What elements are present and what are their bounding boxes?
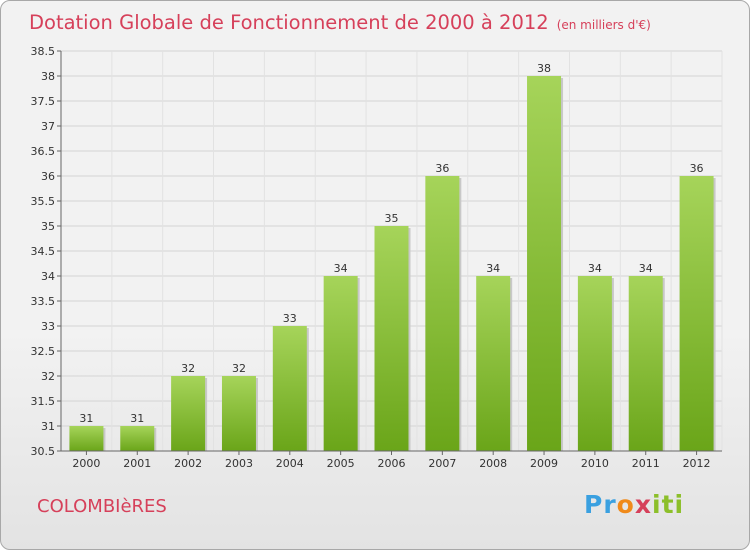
data-label: 36 (690, 162, 704, 175)
y-tick-label: 33.5 (31, 295, 56, 308)
bar (425, 176, 460, 451)
data-label: 35 (385, 212, 399, 225)
x-tick-label: 2007 (428, 457, 456, 470)
logo-letter: o (616, 490, 635, 519)
y-tick-label: 34.5 (31, 245, 56, 258)
data-label: 34 (486, 262, 500, 275)
y-tick-label: 32.5 (31, 345, 56, 358)
logo-letter: i (674, 490, 685, 519)
unit-label: (en milliers d'€) (556, 18, 651, 32)
bar (272, 326, 307, 451)
x-tick-label: 2003 (225, 457, 253, 470)
title-text: Dotation Globale de Fonctionnement de 20… (29, 11, 549, 34)
bar (679, 176, 714, 451)
y-tick-label: 37 (41, 120, 55, 133)
y-tick-label: 33 (41, 320, 55, 333)
logo-letter: P (584, 490, 604, 519)
y-tick-label: 35 (41, 220, 55, 233)
y-tick-label: 31 (41, 420, 55, 433)
logo-letter: t (661, 490, 675, 519)
y-tick-label: 32 (41, 370, 55, 383)
x-tick-label: 2005 (327, 457, 355, 470)
data-label: 31 (130, 412, 144, 425)
y-tick-label: 30.5 (31, 445, 56, 458)
x-tick-label: 2008 (479, 457, 507, 470)
bar (628, 276, 663, 451)
bar (171, 376, 206, 451)
y-tick-label: 36.5 (31, 145, 56, 158)
y-tick-label: 38 (41, 70, 55, 83)
proxiti-logo: Proxiti (584, 490, 684, 519)
place-name: COLOMBIèRES (37, 496, 167, 517)
logo-letter: i (652, 490, 662, 519)
y-tick-label: 36 (41, 170, 55, 183)
x-tick-label: 2006 (378, 457, 406, 470)
logo-letter: x (634, 490, 652, 519)
bar (69, 426, 104, 451)
data-label: 34 (334, 262, 348, 275)
data-label: 34 (588, 262, 602, 275)
data-label: 34 (639, 262, 653, 275)
bar (323, 276, 358, 451)
y-tick-label: 34 (41, 270, 55, 283)
data-label: 32 (181, 362, 195, 375)
bar (476, 276, 511, 451)
y-tick-label: 31.5 (31, 395, 56, 408)
x-tick-label: 2010 (581, 457, 609, 470)
bar (221, 376, 256, 451)
data-label: 31 (79, 412, 93, 425)
x-tick-label: 2001 (123, 457, 151, 470)
data-label: 36 (435, 162, 449, 175)
logo-letter: r (603, 490, 617, 519)
data-label: 33 (283, 312, 297, 325)
y-tick-label: 37.5 (31, 95, 56, 108)
x-tick-label: 2012 (683, 457, 711, 470)
data-label: 32 (232, 362, 246, 375)
x-tick-label: 2002 (174, 457, 202, 470)
data-label: 38 (537, 62, 551, 75)
y-tick-label: 38.5 (31, 45, 56, 58)
x-tick-label: 2000 (72, 457, 100, 470)
x-tick-label: 2004 (276, 457, 304, 470)
bar (577, 276, 612, 451)
y-tick-label: 35.5 (31, 195, 56, 208)
chart-title: Dotation Globale de Fonctionnement de 20… (29, 11, 651, 34)
bar (374, 226, 409, 451)
x-tick-label: 2011 (632, 457, 660, 470)
bar (120, 426, 155, 451)
x-tick-label: 2009 (530, 457, 558, 470)
bar (527, 76, 562, 451)
